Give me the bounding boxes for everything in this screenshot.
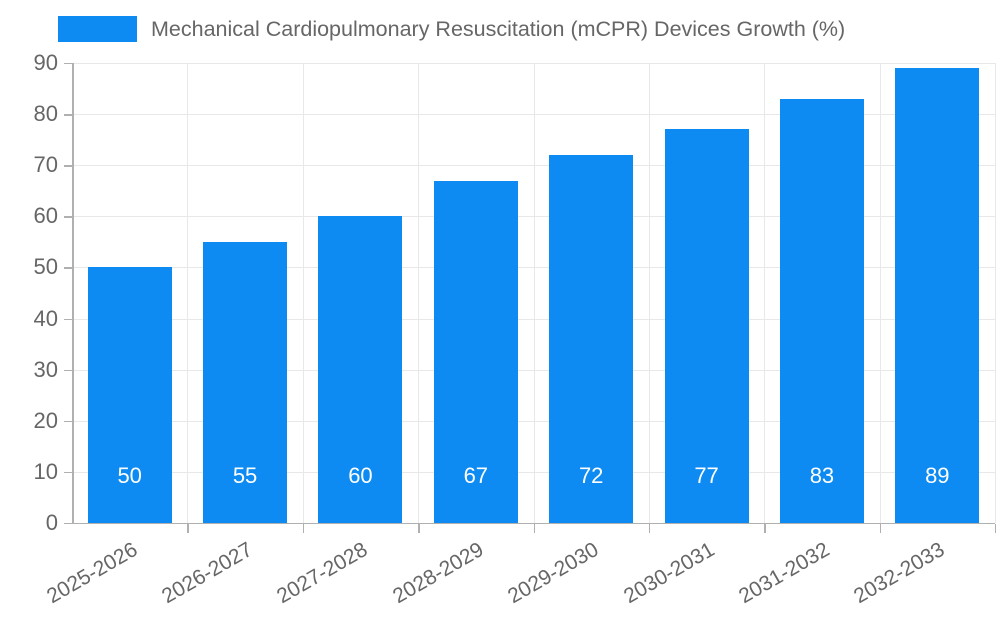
y-axis-line: [72, 63, 74, 524]
bar[interactable]: 83: [779, 98, 864, 523]
y-axis-tick-mark: [64, 318, 72, 320]
y-axis-tick-label: 20: [33, 407, 58, 433]
x-axis-tick-label: 2025-2026: [42, 538, 142, 609]
x-axis-tick-label: 2029-2030: [504, 538, 603, 609]
bar-chart: Mechanical Cardiopulmonary Resuscitation…: [0, 13, 997, 609]
y-axis-tick-label: 80: [33, 101, 58, 127]
bar-value-label: 77: [694, 463, 719, 488]
plot-area: 50 55 60 67 72 77 83 89: [72, 63, 996, 524]
x-axis-tick-label: 2030-2031: [619, 538, 719, 609]
gridline-vertical: [187, 63, 189, 523]
x-axis-tick-label: 2026-2027: [158, 538, 257, 609]
y-axis-tick-label: 90: [33, 50, 58, 75]
y-axis-tick-label: 50: [33, 254, 58, 280]
y-axis-tick-mark: [64, 114, 72, 116]
gridline-vertical: [764, 63, 766, 523]
bar[interactable]: 67: [433, 180, 518, 523]
x-axis-tick-mark: [418, 524, 420, 533]
y-axis-tick-mark: [64, 216, 72, 218]
y-axis-tick-mark: [64, 420, 72, 423]
legend-label: Mechanical Cardiopulmonary Resuscitation…: [151, 17, 846, 41]
x-axis-tick-mark: [302, 524, 305, 533]
x-axis-tick-mark: [187, 524, 189, 533]
x-axis-tick-mark: [648, 524, 651, 533]
y-axis-tick-label: 30: [33, 356, 58, 382]
gridline-vertical: [418, 63, 420, 523]
y-axis-tick-mark: [64, 267, 72, 269]
y-axis-tick-mark: [64, 63, 72, 65]
bar[interactable]: 55: [203, 241, 288, 523]
x-axis-line: [72, 522, 995, 525]
x-axis-tick-label: 2032-2033: [850, 538, 949, 609]
y-axis-labels: 0 10 20 30 40 50 60 70 80 90: [0, 52, 58, 534]
bar[interactable]: 77: [664, 129, 749, 523]
x-axis-tick-mark: [764, 524, 766, 533]
y-axis-tick-label: 0: [45, 510, 58, 535]
bar-value-label: 83: [809, 463, 835, 488]
y-axis-tick-label: 10: [33, 458, 58, 484]
bar-value-label: 50: [117, 463, 142, 488]
bar-value-label: 89: [925, 463, 950, 488]
x-axis-tick-mark: [879, 524, 882, 533]
y-axis-tick-mark: [64, 471, 72, 474]
bar-value-label: 67: [463, 463, 489, 488]
gridline-vertical: [302, 63, 304, 523]
y-axis-tick-mark: [64, 369, 72, 372]
y-axis-tick-mark: [64, 523, 72, 525]
bar[interactable]: 60: [318, 216, 403, 523]
gridline-vertical: [879, 63, 881, 523]
x-axis-tick-mark: [995, 524, 997, 533]
bar-value-label: 72: [578, 463, 604, 488]
gridline-vertical: [533, 63, 535, 523]
bar[interactable]: 50: [87, 267, 172, 523]
y-axis-tick-label: 70: [33, 152, 58, 178]
x-axis-tick-label: 2031-2032: [734, 538, 834, 609]
gridline-vertical: [648, 63, 650, 523]
bar[interactable]: 72: [549, 155, 634, 523]
legend-color-swatch[interactable]: [58, 16, 137, 42]
bar[interactable]: 89: [895, 68, 980, 523]
y-axis-tick-label: 60: [33, 203, 58, 229]
gridline-vertical: [995, 63, 996, 523]
chart-legend[interactable]: Mechanical Cardiopulmonary Resuscitation…: [58, 13, 845, 45]
bar-value-label: 60: [348, 463, 373, 488]
y-axis-tick-mark: [64, 165, 72, 167]
y-axis-tick-label: 40: [33, 305, 58, 331]
x-axis-tick-label: 2027-2028: [273, 538, 372, 609]
x-axis-tick-label: 2028-2029: [388, 538, 488, 609]
bar-value-label: 55: [232, 463, 258, 488]
x-axis-tick-mark: [533, 524, 535, 533]
